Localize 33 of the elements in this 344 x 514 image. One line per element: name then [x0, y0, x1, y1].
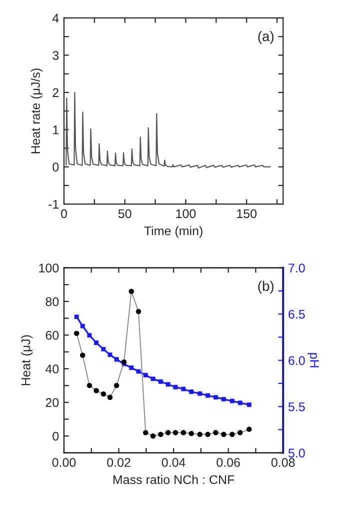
y-axis-title: Heat (μJ): [21, 335, 33, 386]
x-axis-title: Mass ratio NCh : CNF: [113, 474, 234, 484]
y-tick-label: 4: [52, 14, 59, 23]
y-tick-label: 0: [52, 162, 59, 172]
annotation: (a): [258, 31, 274, 44]
annotation: (b): [258, 280, 274, 294]
y-tick-label: 80: [46, 297, 59, 306]
x-tick-label: 0.02: [107, 458, 130, 467]
y-tick-label: 60: [46, 330, 59, 340]
y2-tick-label: 5.5: [288, 402, 305, 412]
x-tick-label: 0.08: [271, 458, 295, 467]
x-tick-label: 0.00: [52, 458, 76, 467]
y-tick-label: 2: [52, 88, 58, 97]
x-tick-label: 150: [237, 209, 257, 218]
y-tick-label: -1: [48, 200, 59, 209]
y-tick-label: 20: [46, 398, 59, 408]
y2-tick-label: 7.0: [288, 264, 305, 272]
y-tick-label: 100: [39, 264, 59, 272]
y-tick-label: 3: [52, 51, 59, 60]
y2-axis-title: pH: [308, 353, 319, 368]
x-axis-title: Time (min): [144, 226, 202, 238]
x-tick-label: 0.06: [216, 458, 240, 467]
y2-tick-label: 6.0: [288, 356, 305, 365]
x-tick-label: 0.04: [162, 458, 186, 467]
y2-tick-label: 5.0: [288, 448, 305, 458]
y-tick-label: 0: [52, 432, 59, 441]
y2-tick-label: 6.5: [288, 310, 305, 319]
y-tick-label: 1: [53, 126, 59, 134]
y-tick-label: 40: [46, 364, 59, 374]
x-tick-label: 100: [176, 209, 196, 218]
x-tick-label: 50: [118, 209, 132, 218]
y-axis-title: Heat rate (μJ/s): [30, 68, 42, 154]
x-tick-label: 0: [60, 209, 67, 218]
